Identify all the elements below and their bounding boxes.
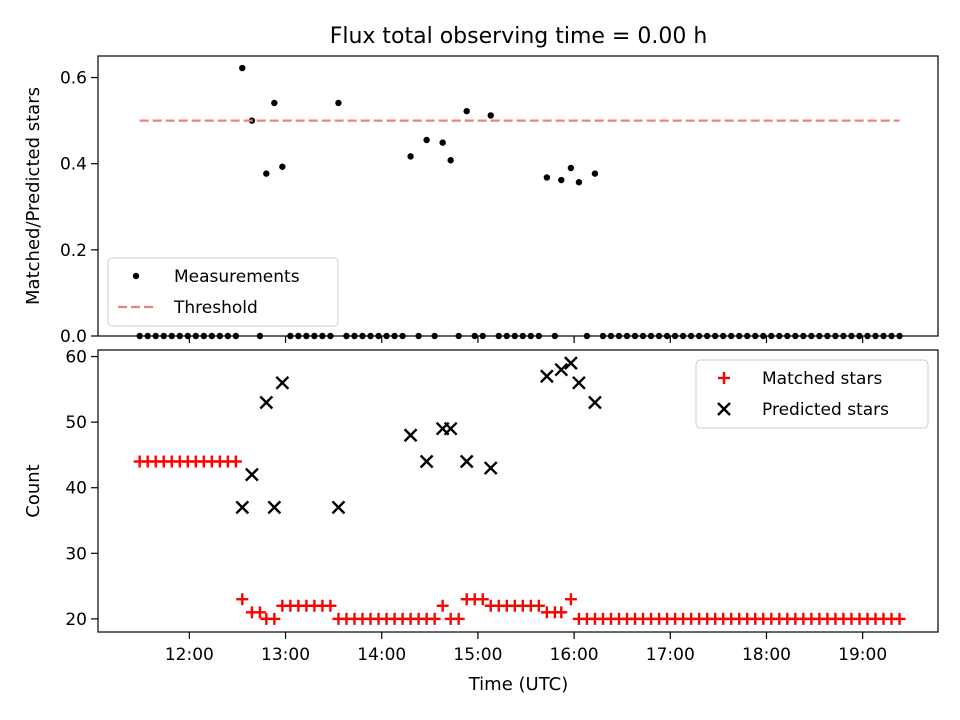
predicted-stars-point-b [483, 461, 498, 475]
top-legend: Measurements Threshold [107, 257, 339, 327]
predicted-stars-point-b [403, 428, 418, 443]
matched-stars-point [236, 593, 249, 606]
predicted-stars-point [403, 428, 418, 443]
bottom-legend: Matched stars Predicted stars [695, 359, 929, 429]
measurements-point [263, 170, 270, 177]
predicted-stars-point [331, 500, 346, 515]
legend-measurements-label: Measurements [174, 267, 300, 287]
predicted-stars-point-b [459, 454, 474, 469]
top-y-axis-label: Matched/Predicted stars [23, 87, 44, 305]
measurements-point [271, 99, 278, 107]
measurements-point [335, 99, 342, 107]
legend-measurements-swatch [132, 272, 140, 280]
matched-stars-point [452, 612, 465, 625]
legend-matched-stars-label: Matched stars [762, 369, 882, 389]
measurements-point [487, 112, 494, 119]
measurements-point [239, 64, 246, 72]
predicted-stars-point-b [564, 356, 578, 370]
predicted-stars-point-b [267, 500, 282, 515]
predicted-stars-point-b [275, 375, 290, 390]
matched-stars-point [532, 599, 545, 612]
predicted-stars-point [275, 375, 290, 390]
predicted-stars-point [235, 500, 250, 515]
bottom-y-tick-label: 60 [65, 348, 87, 368]
predicted-stars-point [267, 500, 282, 515]
measurements-point [591, 170, 599, 177]
matched-stars-point [229, 455, 242, 468]
measurements-point [463, 107, 470, 115]
x-tick-label: 14:00 [357, 645, 406, 665]
predicted-stars-point [443, 421, 458, 436]
top-y-tick-label: 0.2 [60, 241, 87, 261]
top-panel: 0.0 0.2 0.4 0.6 Matched/Predicted stars Measu… [23, 55, 939, 347]
predicted-stars-point-b [554, 362, 569, 377]
bottom-y-tick-label: 50 [65, 413, 87, 433]
x-tick-label: 19:00 [838, 645, 887, 665]
measurements-point [567, 164, 575, 172]
predicted-stars-point-b [443, 421, 458, 436]
measurements-point [447, 157, 454, 164]
predicted-stars-point-b [245, 467, 259, 482]
top-axes-frame [97, 55, 939, 337]
bottom-y-axis-label: Count [23, 464, 44, 517]
predicted-stars-point [588, 395, 602, 410]
predicted-stars-point [572, 375, 586, 390]
matched-stars-point [253, 606, 266, 619]
bottom-panel: 20 30 40 50 60 12:00 13:00 14:00 15:00 16:00 17:00… [23, 348, 939, 665]
predicted-stars-point-b [235, 500, 250, 515]
predicted-stars-point-b [331, 500, 346, 515]
matched-stars-point [555, 606, 568, 619]
predicted-stars-point-b [419, 454, 434, 469]
matched-stars-point [428, 612, 441, 625]
predicted-stars-point [245, 467, 259, 482]
matched-stars-point [564, 593, 577, 606]
measurements-point [279, 163, 286, 170]
predicted-stars-point [554, 362, 569, 377]
predicted-stars-point [483, 461, 498, 475]
top-y-tick-label: 0.4 [60, 155, 87, 175]
x-tick-label: 12:00 [165, 645, 214, 665]
predicted-stars-point [564, 356, 578, 370]
x-tick-label: 18:00 [742, 645, 791, 665]
matched-stars-point [324, 599, 337, 612]
matched-stars-point [436, 599, 449, 612]
top-legend-box [107, 257, 339, 327]
bottom-y-tick-label: 20 [65, 610, 87, 630]
legend-matched-stars-swatch [718, 372, 730, 384]
matched-stars-point [268, 612, 281, 625]
predicted-stars-point [259, 395, 274, 410]
x-axis-label: Time (UTC) [468, 674, 569, 695]
x-tick-label: 13:00 [261, 645, 310, 665]
top-y-tick-label: 0.0 [60, 327, 87, 347]
predicted-stars-point-b [259, 395, 274, 410]
chart-title: Flux total observing time = 0.00 h [330, 24, 708, 49]
predicted-stars-point [459, 454, 474, 469]
bottom-y-tick-label: 40 [65, 479, 87, 499]
legend-predicted-stars-swatch-b [717, 402, 731, 416]
measurements-point [575, 179, 583, 186]
top-y-tick-label: 0.6 [60, 69, 87, 89]
predicted-stars-point [419, 454, 434, 469]
predicted-stars-point-b [540, 369, 554, 384]
x-tick-label: 17:00 [646, 645, 695, 665]
predicted-stars-point-b [572, 375, 586, 390]
measurements-point [423, 136, 430, 144]
predicted-stars-point-b [588, 395, 602, 410]
bottom-legend-box [695, 359, 929, 429]
legend-predicted-stars-label: Predicted stars [762, 400, 889, 420]
bottom-y-tick-label: 30 [65, 544, 87, 564]
legend-predicted-stars-swatch [717, 402, 731, 416]
matched-stars-point [893, 612, 906, 625]
x-tick-label: 16:00 [550, 645, 599, 665]
measurements-point [439, 139, 446, 146]
matched-stars-point [476, 593, 489, 606]
predicted-stars-point [540, 369, 554, 384]
legend-threshold-label: Threshold [173, 298, 258, 318]
measurements-point [407, 153, 414, 160]
x-tick-label: 15:00 [453, 645, 502, 665]
measurements-point [558, 176, 565, 184]
measurements-point [543, 174, 551, 181]
bottom-axes-frame [97, 349, 939, 633]
